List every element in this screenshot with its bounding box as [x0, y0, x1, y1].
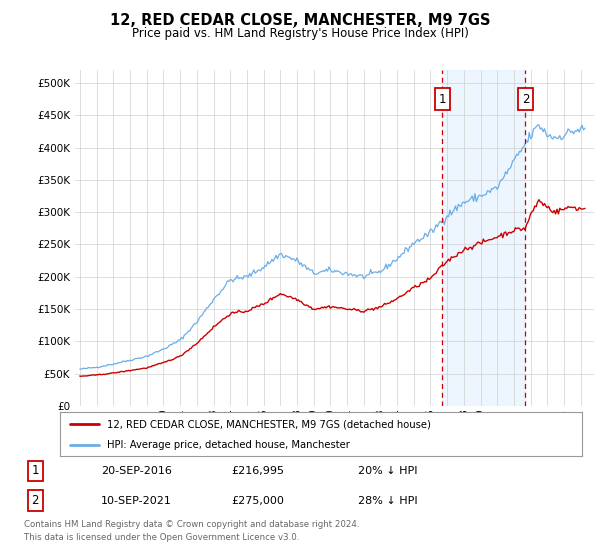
- Text: 28% ↓ HPI: 28% ↓ HPI: [358, 496, 417, 506]
- Text: 2: 2: [31, 494, 39, 507]
- Text: Price paid vs. HM Land Registry's House Price Index (HPI): Price paid vs. HM Land Registry's House …: [131, 27, 469, 40]
- Text: 12, RED CEDAR CLOSE, MANCHESTER, M9 7GS (detached house): 12, RED CEDAR CLOSE, MANCHESTER, M9 7GS …: [107, 419, 431, 429]
- Text: 1: 1: [31, 464, 39, 478]
- Text: 10-SEP-2021: 10-SEP-2021: [101, 496, 172, 506]
- Bar: [442, 70, 526, 406]
- Text: Contains HM Land Registry data © Crown copyright and database right 2024.
This d: Contains HM Land Registry data © Crown c…: [24, 520, 359, 542]
- Text: HPI: Average price, detached house, Manchester: HPI: Average price, detached house, Manc…: [107, 440, 350, 450]
- Text: 12, RED CEDAR CLOSE, MANCHESTER, M9 7GS: 12, RED CEDAR CLOSE, MANCHESTER, M9 7GS: [110, 13, 490, 28]
- Text: 1: 1: [439, 92, 446, 106]
- Text: 2: 2: [521, 92, 529, 106]
- Text: 20% ↓ HPI: 20% ↓ HPI: [358, 466, 417, 476]
- Text: £275,000: £275,000: [231, 496, 284, 506]
- Text: £216,995: £216,995: [231, 466, 284, 476]
- Text: 20-SEP-2016: 20-SEP-2016: [101, 466, 172, 476]
